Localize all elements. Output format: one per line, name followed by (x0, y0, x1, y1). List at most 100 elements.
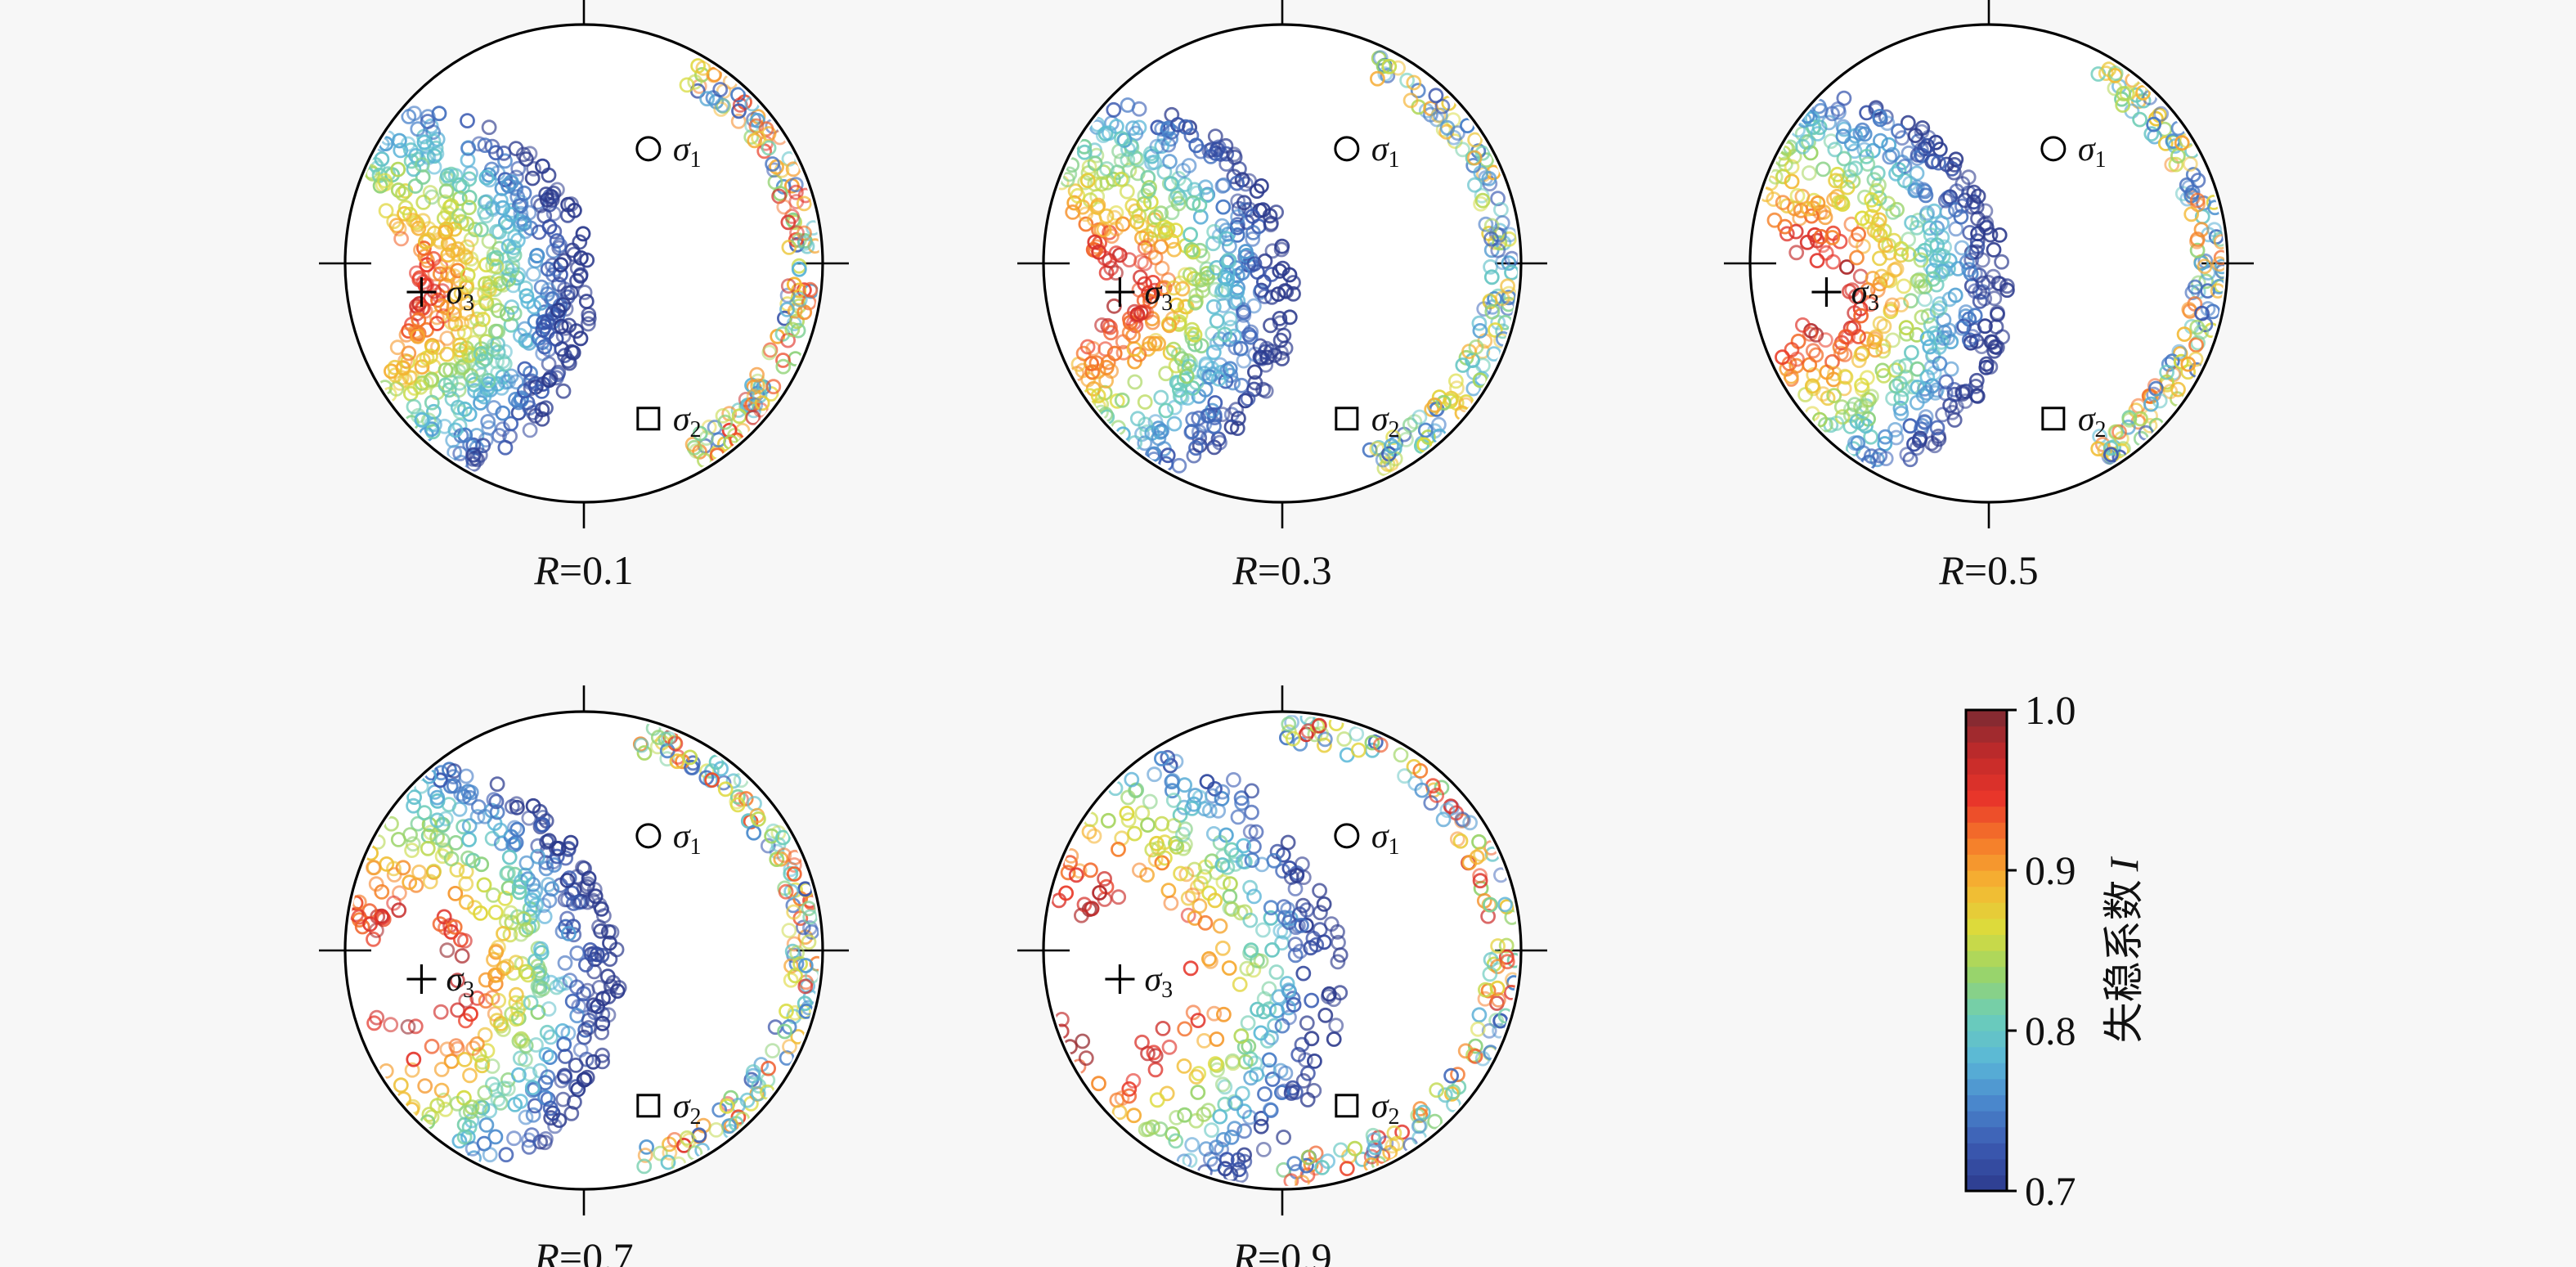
pole-point (751, 811, 766, 827)
pole-point (447, 286, 464, 303)
pole-point (415, 352, 431, 368)
pole-point (1242, 824, 1259, 840)
pole-point (1815, 161, 1831, 177)
r-var: R (1232, 547, 1258, 593)
pole-point (1253, 953, 1269, 969)
pole-point (1095, 128, 1111, 144)
pole-point (530, 1004, 546, 1020)
pole-point (682, 749, 698, 766)
pole-point (1178, 119, 1194, 135)
pole-point (1906, 436, 1922, 452)
pole-point (659, 751, 675, 767)
pole-point (1222, 331, 1237, 348)
colorbar-band (1966, 1143, 2007, 1160)
colorbar-ticks: 1.0 0.9 0.8 0.7 (2007, 687, 2076, 1214)
pole-point (579, 252, 595, 268)
r-value: =0.1 (559, 547, 634, 593)
sigma-circle-symbol (1334, 823, 1360, 849)
sigma-symbol-text: σ (673, 1088, 692, 1125)
pole-point (712, 82, 729, 97)
pole-point (495, 405, 511, 421)
pole-point (1913, 252, 1929, 268)
pole-point (480, 372, 496, 389)
pole-point (1879, 272, 1896, 288)
pole-point (1166, 416, 1183, 432)
pole-point (1304, 992, 1320, 1009)
pole-point (1176, 799, 1192, 815)
pole-point (1121, 325, 1138, 341)
pole-point (1090, 388, 1106, 404)
pole-point (1217, 1079, 1233, 1095)
pole-point (441, 267, 457, 284)
pole-point (1793, 202, 1809, 218)
pole-point (679, 77, 695, 93)
pole-point (781, 1019, 797, 1035)
pole-point (538, 1131, 554, 1147)
pole-point (1218, 137, 1234, 154)
pole-point (560, 892, 576, 908)
pole-point (595, 1047, 610, 1063)
pole-point (1901, 246, 1917, 263)
r-var: R (533, 547, 559, 593)
pole-point (1303, 940, 1319, 956)
pole-point (1384, 438, 1399, 454)
pole-point (1410, 83, 1426, 99)
pole-point (1261, 1063, 1277, 1079)
pole-point (1902, 175, 1919, 191)
pole-point (526, 160, 541, 177)
pole-point (2194, 305, 2210, 321)
pole-point (429, 1098, 446, 1114)
pole-point (1414, 782, 1430, 798)
pole-point (1922, 220, 1938, 236)
pole-point (1165, 773, 1181, 789)
pole-point (1227, 1095, 1244, 1112)
pole-point (1221, 960, 1237, 976)
pole-point (1274, 1018, 1290, 1034)
pole-point (1192, 789, 1208, 806)
pole-point (1279, 976, 1295, 991)
pole-point (1154, 260, 1170, 276)
pole-point (591, 919, 607, 935)
pole-point (1154, 751, 1169, 766)
pole-point (1214, 282, 1231, 299)
pole-point (1274, 1085, 1290, 1100)
pole-point (553, 257, 569, 273)
pole-point (518, 1109, 534, 1125)
pole-point (1205, 236, 1221, 252)
pole-point (1230, 809, 1246, 825)
sigma-subscript: 2 (1389, 1104, 1400, 1130)
pole-point (488, 793, 505, 810)
pole-point (447, 919, 463, 935)
pole-point (426, 863, 442, 879)
pole-point (1333, 1142, 1349, 1158)
pole-point (1909, 394, 1925, 411)
pole-point (1907, 128, 1923, 144)
pole-point (764, 828, 779, 844)
pole-point (687, 74, 703, 90)
pole-point (2189, 319, 2206, 335)
pole-point (1078, 216, 1094, 232)
pole-point (1347, 1140, 1363, 1157)
pole-point (489, 1013, 505, 1029)
colorbar-band (1966, 854, 2007, 871)
pole-point (1482, 966, 1498, 982)
pole-point (390, 182, 406, 198)
sigma-symbol-text: σ (2078, 401, 2097, 438)
pole-point (1429, 111, 1445, 128)
pole-point (2143, 126, 2160, 142)
pole-point (456, 1129, 473, 1145)
pole-point (1292, 943, 1308, 959)
pole-point (1277, 1065, 1294, 1081)
pole-point (1262, 1102, 1278, 1118)
pole-point (1197, 914, 1214, 931)
pole-point (1494, 215, 1510, 231)
pole-point (383, 363, 399, 380)
pole-point (761, 140, 777, 156)
pole-point (559, 873, 576, 888)
pole-point (1766, 191, 1782, 207)
sigma-2-marker: σ2 (636, 1088, 702, 1130)
pole-point (506, 1130, 522, 1147)
pole-point (513, 205, 529, 222)
